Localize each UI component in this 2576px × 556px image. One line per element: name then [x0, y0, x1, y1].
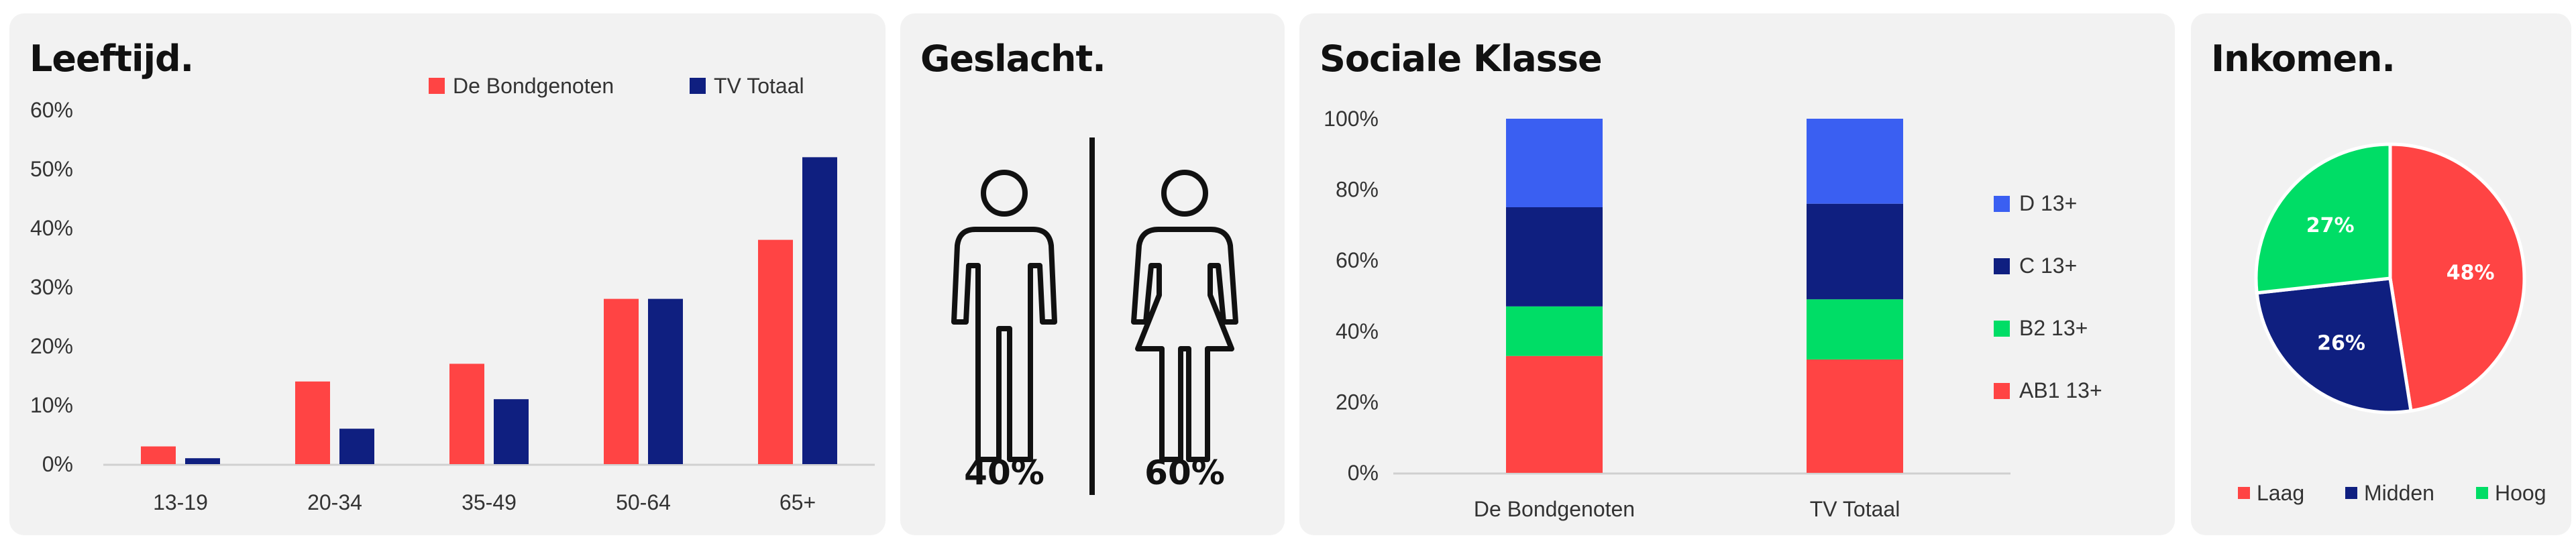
leeftijd-chart: 0% 10% 20% 30% 40% 50% 60% 13-19 20-34 35-49 50-64… [30, 74, 875, 514]
female-person-icon [1131, 170, 1238, 462]
bar-13-19-tv-totaal [185, 458, 220, 464]
leeftijd-legend: De Bondgenoten TV Totaal [429, 74, 804, 98]
sociale-klasse-panel: Sociale Klasse 0% 20% 40% 60% 80% 100% De Bond… [1299, 13, 2175, 535]
y-tick-label: 40% [30, 216, 73, 240]
legend-label: C 13+ [2019, 254, 2077, 278]
inkomen-chart: 48% 26% 27% Laag Midden Hoog [2238, 142, 2546, 505]
legend-label: Laag [2257, 481, 2304, 505]
y-tick-label: 0% [1348, 461, 1379, 485]
bar-20-34-bondgenoten [295, 381, 330, 464]
bar-13-19-bondgenoten [141, 446, 176, 464]
x-tick-label: 35-49 [462, 490, 517, 514]
legend-swatch [429, 78, 445, 94]
stack-b2-bondgenoten [1506, 306, 1603, 356]
geslacht-graphic: 40% 60% [951, 137, 1238, 495]
pie-label-midden: 26% [2317, 331, 2365, 355]
bar-50-64-tv-totaal [648, 298, 683, 464]
legend-swatch [1994, 196, 2010, 212]
x-tick-label: De Bondgenoten [1474, 497, 1635, 521]
female-percentage: 60% [1144, 453, 1225, 492]
bar-50-64-bondgenoten [604, 298, 639, 464]
bar-65+-tv-totaal [802, 157, 837, 464]
leeftijd-panel: Leeftijd. 0% 10% 20% 30% 40% 50% 60% 13-19 20-34… [9, 13, 885, 535]
stack-ab1-bondgenoten [1506, 355, 1603, 473]
legend-label: D 13+ [2019, 191, 2077, 215]
inkomen-legend: Laag Midden Hoog [2238, 481, 2546, 505]
inkomen-panel: Inkomen. 48% 26% 27% Laag Midden Hoog [2191, 13, 2571, 535]
x-tick-label: 20-34 [307, 490, 362, 514]
bar-35-49-bondgenoten [449, 364, 484, 464]
legend-label: AB1 13+ [2019, 378, 2102, 402]
stack-d-tv-totaal [1807, 119, 1903, 204]
legend-swatch [1994, 383, 2010, 399]
legend-swatch [2345, 487, 2357, 499]
sociale-klasse-title: Sociale Klasse [1320, 38, 1603, 80]
sociale-klasse-chart: 0% 20% 40% 60% 80% 100% De Bondgenoten TV Totaa… [1324, 107, 2102, 521]
y-tick-label: 20% [30, 334, 73, 358]
stack-c-bondgenoten [1506, 207, 1603, 307]
y-tick-label: 50% [30, 157, 73, 181]
legend-label: Midden [2364, 481, 2434, 505]
stack-ab1-tv-totaal [1807, 359, 1903, 473]
x-tick-label: 13-19 [153, 490, 208, 514]
y-tick-label: 0% [42, 452, 73, 476]
legend-label: De Bondgenoten [453, 74, 614, 98]
legend-swatch [1994, 321, 2010, 337]
legend-label: Hoog [2495, 481, 2546, 505]
pie-slice-midden [2255, 276, 2413, 414]
y-tick-label: 60% [30, 98, 73, 122]
legend-swatch [2476, 487, 2488, 499]
bar-65+-bondgenoten [758, 239, 793, 464]
y-tick-label: 20% [1336, 390, 1379, 414]
y-tick-label: 30% [30, 275, 73, 299]
pie-label-hoog: 27% [2306, 214, 2355, 237]
male-percentage: 40% [964, 453, 1044, 492]
leeftijd-title: Leeftijd. [30, 38, 194, 80]
stack-c-tv-totaal [1807, 203, 1903, 300]
bar-20-34-tv-totaal [339, 429, 374, 464]
legend-label: TV Totaal [714, 74, 804, 98]
y-tick-label: 40% [1336, 319, 1379, 343]
legend-swatch [690, 78, 706, 94]
inkomen-title: Inkomen. [2211, 38, 2396, 80]
stack-d-bondgenoten [1506, 119, 1603, 207]
legend-swatch [1994, 258, 2010, 274]
bar-35-49-tv-totaal [494, 399, 529, 464]
y-tick-label: 100% [1324, 107, 1379, 131]
y-tick-label: 60% [1336, 248, 1379, 272]
legend-swatch [2238, 487, 2250, 499]
x-tick-label: 50-64 [616, 490, 671, 514]
y-tick-label: 10% [30, 393, 73, 417]
geslacht-title: Geslacht. [920, 38, 1106, 80]
pie-slice-hoog [2254, 142, 2392, 295]
stack-b2-tv-totaal [1807, 299, 1903, 360]
x-tick-label: TV Totaal [1810, 497, 1900, 521]
pie-label-laag: 48% [2447, 262, 2495, 285]
legend-label: B2 13+ [2019, 316, 2088, 340]
pie-slice-laag [2388, 142, 2526, 413]
y-tick-label: 80% [1336, 178, 1379, 202]
x-tick-label: 65+ [780, 490, 816, 514]
sociale-klasse-legend: D 13+ C 13+ B2 13+ AB1 13+ [1994, 191, 2102, 402]
male-person-icon [951, 170, 1057, 462]
geslacht-panel: Geslacht. 40% 60% [900, 13, 1285, 535]
